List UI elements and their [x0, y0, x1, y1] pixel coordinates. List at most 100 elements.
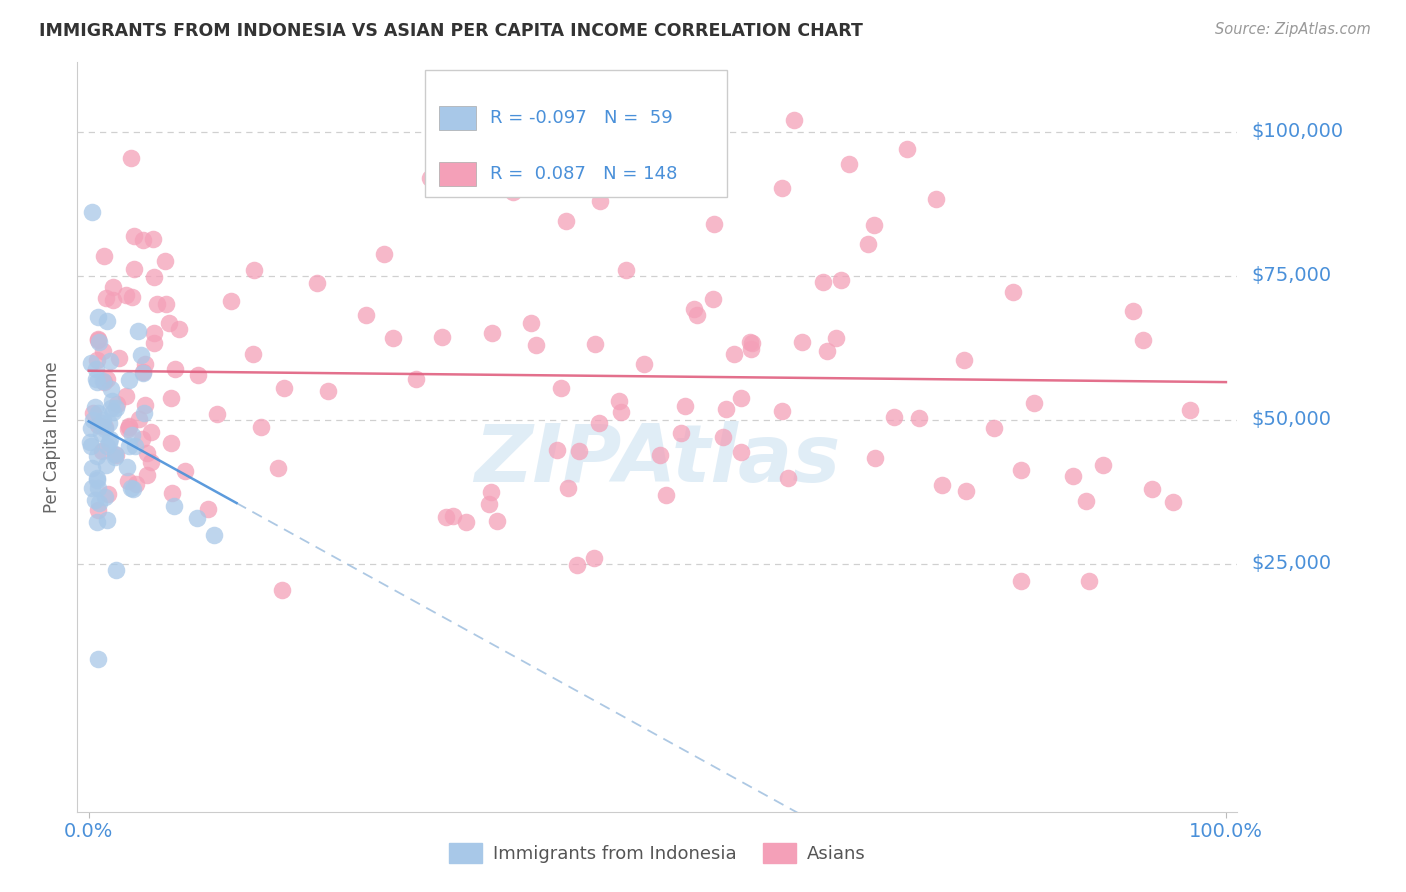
Point [740, 343, 762, 357]
FancyBboxPatch shape [439, 106, 477, 130]
Point [589, 194, 612, 208]
Point [681, 168, 703, 182]
Point [124, 228, 146, 243]
Point [479, 485, 502, 500]
Point [108, 351, 131, 366]
Point [143, 335, 166, 350]
Point [105, 563, 128, 577]
Point [825, 331, 848, 345]
Point [373, 247, 395, 261]
Point [84, 401, 107, 415]
Point [86, 352, 108, 367]
Text: $75,000: $75,000 [1251, 266, 1331, 285]
Text: R = -0.097   N =  59: R = -0.097 N = 59 [491, 110, 673, 128]
Text: $100,000: $100,000 [1251, 122, 1343, 141]
Point [84, 493, 107, 508]
Point [86, 515, 108, 529]
Point [524, 338, 547, 352]
Point [98, 416, 121, 430]
Point [607, 393, 630, 408]
Point [673, 400, 696, 414]
Point [648, 448, 671, 462]
Point [118, 419, 141, 434]
Point [555, 214, 578, 228]
Point [118, 419, 141, 434]
Point [96, 439, 118, 453]
Point [197, 502, 219, 516]
Point [163, 500, 186, 514]
Point [97, 487, 120, 501]
Point [703, 217, 725, 231]
Point [124, 439, 146, 453]
Point [583, 551, 606, 566]
Point [456, 516, 478, 530]
Legend: Immigrants from Indonesia, Asians: Immigrants from Indonesia, Asians [441, 836, 873, 870]
Point [87, 496, 110, 510]
Text: $25,000: $25,000 [1251, 555, 1331, 574]
Text: R =  0.087   N = 148: R = 0.087 N = 148 [491, 165, 678, 184]
Point [98, 354, 121, 368]
Point [953, 353, 976, 368]
Point [101, 394, 124, 409]
Point [93, 490, 115, 504]
Point [783, 113, 806, 128]
Point [143, 270, 166, 285]
Point [80, 420, 103, 434]
Y-axis label: Per Capita Income: Per Capita Income [44, 361, 62, 513]
Point [86, 470, 108, 484]
Point [316, 384, 339, 398]
Point [633, 357, 655, 371]
Point [128, 412, 150, 426]
Point [132, 233, 155, 247]
Point [101, 293, 124, 308]
Point [381, 331, 404, 345]
Point [830, 273, 852, 287]
Point [723, 347, 745, 361]
Point [120, 481, 142, 495]
Point [669, 426, 692, 441]
Point [94, 422, 117, 436]
Point [104, 447, 127, 461]
Point [134, 357, 156, 371]
Point [91, 344, 114, 359]
Point [790, 334, 813, 349]
Point [87, 407, 110, 421]
Point [157, 316, 180, 330]
Point [1140, 482, 1163, 496]
Point [441, 508, 464, 523]
Point [84, 372, 107, 386]
Point [127, 324, 149, 338]
Point [266, 460, 288, 475]
Point [136, 467, 159, 482]
Point [82, 482, 104, 496]
Point [91, 374, 114, 388]
Point [683, 302, 706, 317]
Point [856, 237, 879, 252]
Point [160, 485, 183, 500]
Point [481, 326, 503, 340]
Text: ZIPAtlas: ZIPAtlas [474, 420, 841, 499]
Point [730, 445, 752, 459]
Point [94, 291, 117, 305]
Point [80, 439, 103, 453]
Point [87, 310, 110, 325]
Point [165, 361, 187, 376]
Point [79, 435, 101, 450]
Point [91, 416, 114, 430]
Point [419, 170, 441, 185]
Point [105, 448, 128, 462]
Point [100, 401, 122, 416]
Point [685, 308, 707, 322]
Point [142, 326, 165, 340]
Point [121, 427, 143, 442]
Point [82, 205, 104, 219]
Point [118, 439, 141, 453]
Point [101, 405, 124, 419]
Point [115, 287, 138, 301]
Point [502, 185, 524, 199]
Point [1163, 495, 1185, 509]
Point [924, 192, 946, 206]
Text: $50,000: $50,000 [1251, 410, 1331, 429]
FancyBboxPatch shape [439, 162, 477, 186]
Point [931, 478, 953, 492]
